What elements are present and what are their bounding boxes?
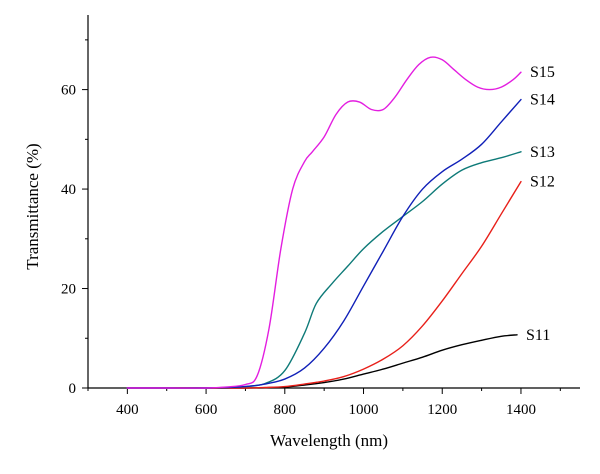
series-label-s14: S14 (530, 92, 555, 109)
y-tick-label: 40 (61, 182, 76, 198)
series-line-s13 (126, 151, 522, 389)
series-line-s15 (126, 56, 522, 389)
x-tick-label: 400 (116, 402, 139, 418)
series-labels: S11 S12 S13 S14 S15 (526, 64, 555, 344)
series-layer (126, 56, 522, 389)
y-tick-label: 20 (61, 282, 76, 298)
series-line-s11 (126, 334, 518, 389)
y-tick-label: 60 (61, 83, 76, 99)
series-label-s12: S12 (530, 174, 555, 191)
axes: 400 600 800 1000 1200 1400 0 20 40 60 (61, 15, 580, 418)
x-tick-label: 1400 (506, 402, 536, 418)
x-tick-label: 1000 (349, 402, 379, 418)
series-label-s13: S13 (530, 144, 555, 161)
x-tick-label: 1200 (427, 402, 457, 418)
x-axis-title: Wavelength (nm) (270, 431, 388, 450)
series-label-s11: S11 (526, 327, 550, 344)
series-label-s15: S15 (530, 64, 555, 81)
series-line-s12 (126, 180, 522, 389)
x-tick-label: 600 (195, 402, 218, 418)
x-tick-label: 800 (274, 402, 297, 418)
y-axis-title: Transmittance (%) (23, 143, 42, 269)
y-tick-label: 0 (69, 381, 77, 397)
